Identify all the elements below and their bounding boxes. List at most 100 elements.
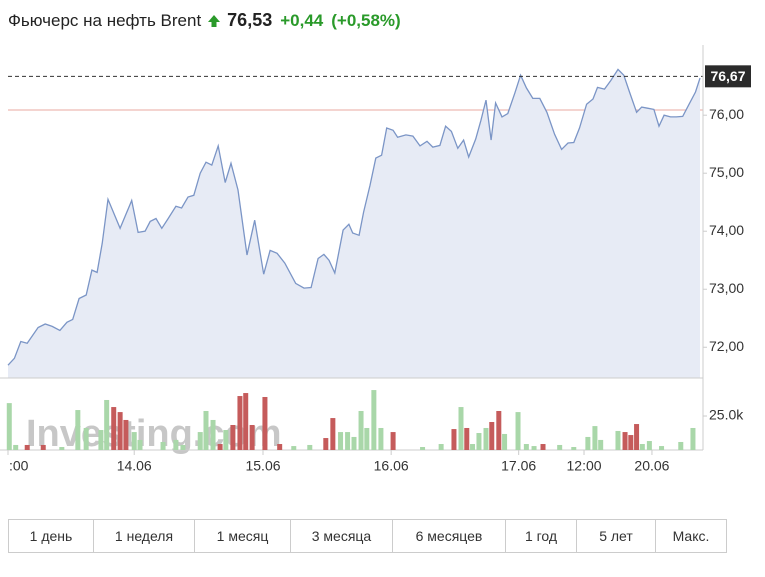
watermark: Investing.com: [26, 413, 282, 455]
volume-bar: [13, 444, 19, 450]
volume-tick-label: 25.0k: [709, 407, 744, 423]
volume-bar: [160, 441, 166, 450]
volume-bar: [277, 444, 283, 450]
range-button[interactable]: 1 неделя: [94, 520, 195, 552]
volume-bar: [502, 433, 508, 450]
x-tick-label: 17.06: [501, 458, 536, 474]
volume-bar: [531, 446, 537, 450]
volume-bar: [210, 419, 216, 450]
volume-bar: [223, 430, 229, 450]
volume-bar: [117, 412, 123, 450]
volume-bar: [137, 439, 143, 450]
volume-bar: [615, 430, 621, 450]
volume-bar: [390, 432, 396, 450]
y-tick-label: 74,00: [709, 222, 744, 238]
volume-bar: [307, 444, 313, 450]
volume-bar: [364, 427, 370, 450]
volume-bar: [523, 444, 529, 450]
change-percent: (+0,58%): [331, 10, 401, 30]
volume-bar: [483, 427, 489, 450]
volume-bar: [243, 393, 249, 450]
volume-bar: [262, 396, 268, 450]
volume-bar: [98, 430, 104, 450]
y-tick-label: 76,00: [709, 106, 744, 122]
volume-bar: [496, 410, 502, 450]
volume-bar: [451, 429, 457, 450]
volume-bar: [470, 444, 476, 450]
range-button[interactable]: 1 день: [9, 520, 94, 552]
volume-bar: [230, 424, 236, 450]
volume-bar: [180, 444, 186, 450]
volume-bar: [203, 410, 209, 450]
volume-bar: [24, 444, 30, 450]
range-button[interactable]: 6 месяцев: [393, 520, 506, 552]
x-tick-label: 20.06: [634, 458, 669, 474]
last-price-label: 76,67: [710, 68, 745, 84]
volume-bar: [40, 444, 46, 450]
volume-bar: [123, 419, 129, 450]
volume-bar: [639, 444, 645, 450]
volume-bar: [585, 436, 591, 450]
x-tick-label: :00: [9, 458, 29, 474]
up-arrow: [208, 14, 221, 27]
volume-bar: [6, 403, 12, 450]
volume-bar: [458, 407, 464, 450]
volume-bar: [592, 426, 598, 450]
volume-bar: [358, 410, 364, 450]
y-tick-label: 72,00: [709, 338, 744, 354]
volume-bar: [83, 427, 89, 450]
volume-bar: [338, 432, 344, 450]
title: Фьючерс на нефть Brent: [8, 10, 202, 30]
volume-bar: [59, 447, 65, 450]
volume-bar: [75, 410, 81, 450]
x-tick-label: 16.06: [374, 458, 409, 474]
range-button[interactable]: 1 месяц: [195, 520, 291, 552]
volume-bar: [217, 444, 223, 450]
volume-bar: [571, 447, 577, 450]
volume-bar: [622, 432, 628, 450]
last-price-tag: [705, 65, 751, 88]
volume-bar: [378, 427, 384, 450]
volume-bar: [628, 435, 634, 450]
area-fill: [8, 69, 700, 379]
volume-bar: [464, 427, 470, 450]
x-tick-label: 14.06: [117, 458, 152, 474]
y-tick-label: 75,00: [709, 164, 744, 180]
volume-bar: [104, 399, 110, 450]
volume-bar: [237, 396, 243, 450]
volume-bar: [351, 436, 357, 450]
volume-bar: [197, 432, 203, 450]
volume-bar: [515, 412, 521, 450]
header: Фьючерс на нефть Brent 76,53 +0,44 (+0,5…: [8, 10, 401, 31]
volume-bar: [371, 390, 377, 450]
volume-bar: [659, 446, 665, 450]
volume-bar: [678, 441, 684, 450]
volume-bar: [111, 407, 117, 450]
volume-bar: [173, 439, 179, 450]
volume-bar: [131, 432, 137, 450]
chart: Investing.com 76,67 72,00 73,00 74,00 75,00 76…: [0, 45, 751, 474]
price: 76,53: [227, 10, 273, 30]
volume-bar: [330, 418, 336, 450]
volume-bar: [646, 441, 652, 450]
x-tick-label: 15.06: [245, 458, 280, 474]
volume-bar: [420, 447, 426, 450]
range-button[interactable]: 1 год: [506, 520, 577, 552]
volume-bar: [291, 446, 297, 450]
x-tick-label: 12:00: [567, 458, 602, 474]
volume-bar: [438, 444, 444, 450]
range-buttons: 1 день 1 неделя 1 месяц 3 месяца 6 месяцев 1 …: [8, 519, 727, 553]
volume-bar: [476, 433, 482, 450]
range-button[interactable]: 5 лет: [577, 520, 656, 552]
y-tick-label: 73,00: [709, 280, 744, 296]
range-button[interactable]: 3 месяца: [291, 520, 393, 552]
range-button[interactable]: Макс.: [672, 528, 710, 544]
price-line: [7, 68, 701, 366]
volume-bar: [323, 438, 329, 450]
volume-bar: [690, 427, 696, 450]
volume-bar: [557, 444, 563, 450]
volume-bar: [345, 432, 351, 450]
change: +0,44: [280, 10, 324, 30]
volume-bar: [249, 424, 255, 450]
